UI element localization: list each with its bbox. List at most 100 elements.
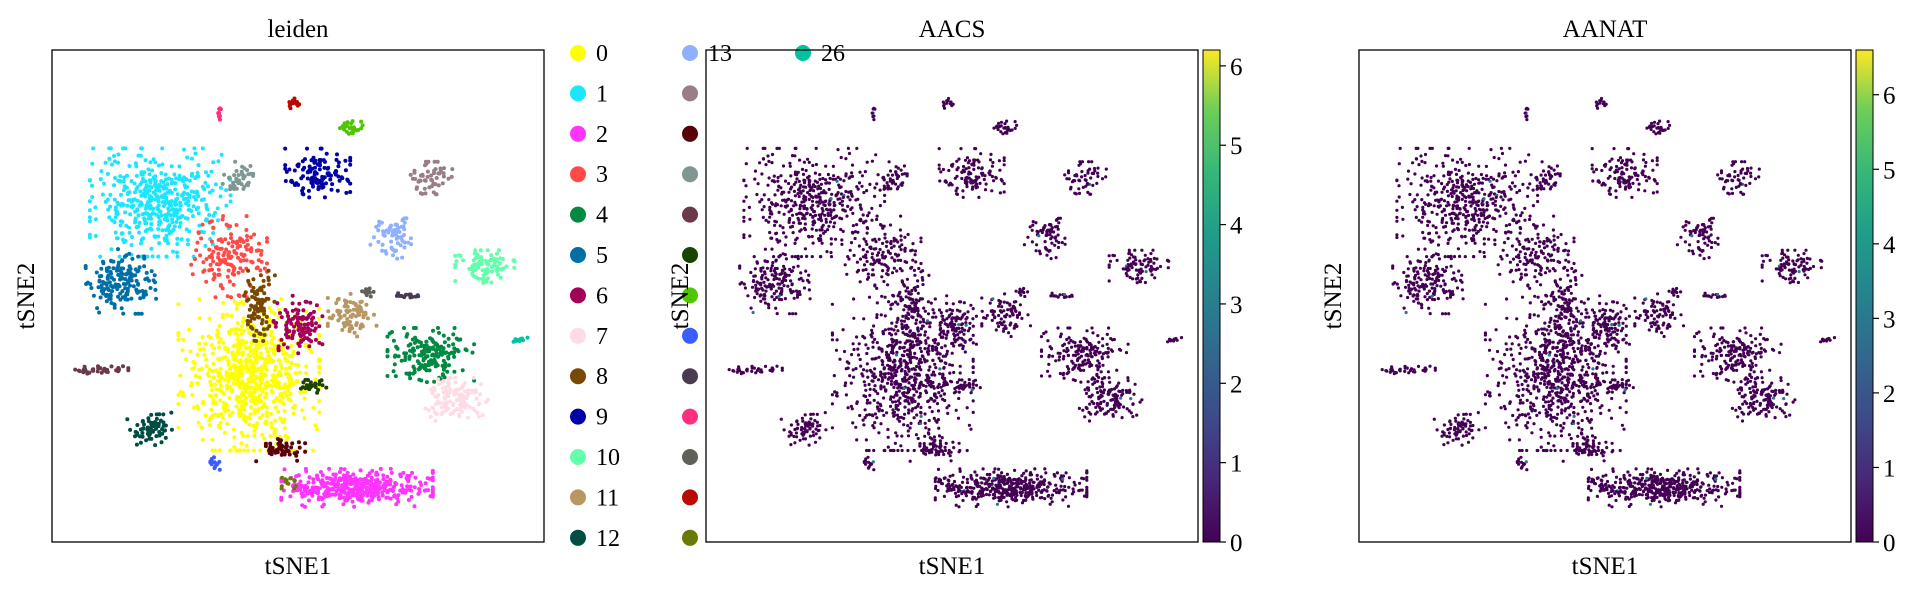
scatter-point (485, 276, 490, 281)
scatter-point (373, 484, 378, 488)
scatter-point (861, 268, 865, 272)
scatter-point (776, 188, 780, 192)
scatter-point (218, 283, 223, 288)
scatter-point (1000, 492, 1005, 496)
scatter-point (974, 480, 979, 484)
scatter-point (265, 326, 270, 331)
scatter-point (101, 259, 105, 264)
scatter-point (832, 208, 836, 212)
scatter-point (245, 368, 250, 373)
scatter-point (770, 152, 775, 157)
scatter-point (997, 496, 1001, 500)
scatter-point (259, 249, 264, 253)
scatter-point (91, 293, 96, 298)
scatter-point (211, 375, 216, 380)
leiden-xlabel: tSNE1 (265, 553, 332, 580)
scatter-point (148, 286, 153, 290)
scatter-point (162, 428, 167, 433)
scatter-point (966, 489, 970, 493)
scatter-point (151, 157, 156, 162)
scatter-point (196, 205, 200, 210)
scatter-point (441, 346, 446, 351)
scatter-point (130, 235, 134, 239)
legend-label: 13 (708, 41, 732, 67)
scatter-point (219, 383, 223, 388)
scatter-point (107, 280, 112, 285)
legend-marker (570, 247, 586, 263)
scatter-point (163, 213, 168, 218)
scatter-point (249, 259, 254, 264)
scatter-point (174, 207, 179, 212)
scatter-point (811, 195, 815, 200)
scatter-point (263, 383, 268, 388)
scatter-point (937, 391, 941, 395)
scatter-point (292, 486, 297, 491)
scatter-point (166, 228, 171, 232)
scatter-point (354, 321, 359, 326)
scatter-point (1000, 471, 1004, 475)
scatter-point (282, 408, 287, 413)
scatter-point (321, 176, 326, 181)
scatter-point (828, 208, 832, 212)
scatter-point (105, 286, 110, 291)
scatter-point (251, 285, 256, 290)
scatter-point (260, 432, 265, 437)
scatter-point (96, 366, 101, 371)
legend-marker (682, 489, 698, 506)
scatter-point (829, 237, 833, 241)
scatter-point (201, 197, 206, 202)
scatter-point (459, 395, 464, 400)
scatter-point (892, 328, 896, 332)
scatter-point (138, 440, 143, 445)
scatter-point (298, 487, 302, 492)
scatter-point (372, 493, 377, 498)
scatter-point (961, 475, 966, 479)
scatter-point (920, 354, 925, 358)
scatter-point (992, 470, 996, 474)
scatter-point (290, 180, 295, 185)
scatter-point (446, 380, 450, 385)
scatter-point (882, 396, 886, 400)
scatter-point (246, 268, 251, 273)
scatter-point (144, 438, 149, 443)
scatter-point (877, 261, 881, 265)
scatter-point (382, 488, 387, 493)
scatter-point (277, 307, 281, 312)
scatter-point (230, 410, 235, 415)
scatter-point (260, 306, 265, 311)
scatter-point (119, 203, 124, 208)
scatter-point (237, 338, 241, 343)
scatter-point (251, 364, 256, 369)
scatter-point (447, 363, 451, 368)
scatter-point (877, 347, 881, 351)
scatter-point (876, 378, 881, 382)
scatter-point (392, 494, 397, 499)
scatter-point (264, 314, 269, 319)
scatter-point (810, 255, 814, 259)
scatter-point (904, 360, 908, 364)
scatter-point (248, 164, 253, 168)
scatter-point (157, 241, 162, 246)
scatter-point (889, 368, 894, 372)
scatter-point (206, 184, 210, 189)
scatter-point (810, 185, 814, 189)
scatter-point (931, 315, 935, 319)
scatter-point (851, 421, 855, 425)
scatter-point (865, 351, 869, 356)
scatter-point (871, 414, 875, 418)
scatter-point (354, 314, 358, 319)
scatter-point (797, 179, 801, 183)
scatter-point (957, 505, 961, 509)
scatter-point (266, 275, 271, 280)
scatter-point (238, 371, 243, 376)
scatter-point (908, 346, 912, 350)
scatter-point (847, 190, 851, 194)
scatter-point (442, 396, 447, 401)
scatter-point (887, 300, 891, 304)
scatter-point (988, 472, 992, 477)
scatter-point (919, 410, 923, 415)
scatter-point (849, 241, 854, 245)
scatter-point (825, 181, 829, 185)
scatter-point (245, 168, 250, 173)
scatter-point (265, 349, 270, 354)
